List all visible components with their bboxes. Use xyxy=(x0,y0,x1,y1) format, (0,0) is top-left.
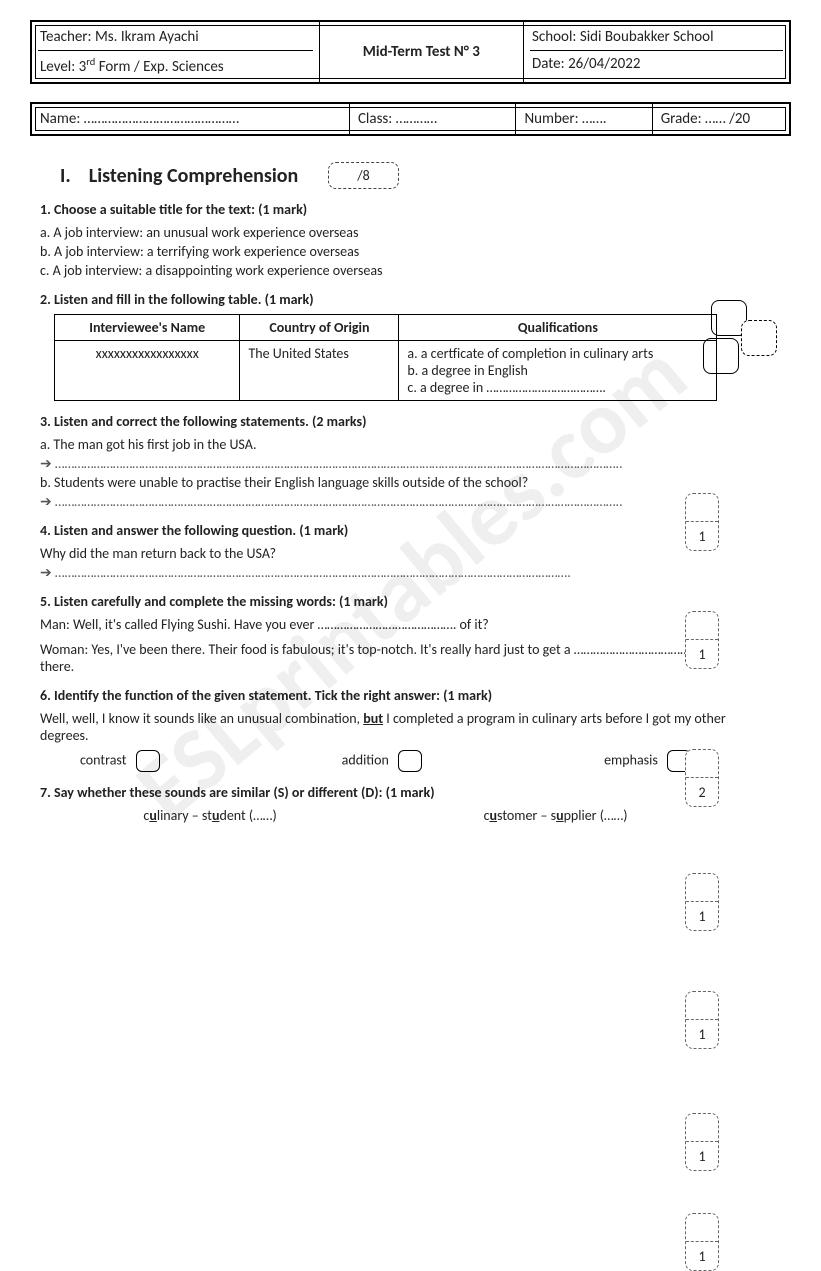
q4-score: 1 xyxy=(686,902,718,930)
q7-pair1[interactable]: culinary – student (……) xyxy=(143,807,276,824)
school-label: School: xyxy=(532,28,576,46)
date-label: Date: xyxy=(532,55,565,73)
q6-text: Well, well, I know it sounds like an unu… xyxy=(40,710,731,744)
q7-p1u1: u xyxy=(149,807,157,824)
q6-score-empty xyxy=(686,1114,718,1142)
q5-score: 1 xyxy=(686,1020,718,1048)
q7-score: 1 xyxy=(686,1242,718,1270)
q7-pair2[interactable]: customer – supplier (……) xyxy=(484,807,628,824)
q6-but: but xyxy=(363,710,383,727)
q1-opt-a: a. A job interview: an unusual work expe… xyxy=(40,224,731,241)
level-label: Level: xyxy=(40,58,75,76)
q3-b-line[interactable]: …………………………………………………………………………………………………………… xyxy=(40,493,731,510)
level-value: 3rd Form / Exp. Sciences xyxy=(79,58,224,76)
q5-man[interactable]: Man: Well, it's called Flying Sushi. Hav… xyxy=(40,616,731,633)
q1-opt-b: b. A job interview: a terrifying work ex… xyxy=(40,243,731,260)
q3-score: 2 xyxy=(686,778,718,806)
q1-score: 1 xyxy=(686,522,718,550)
q2-col1: Interviewee's Name xyxy=(55,315,240,341)
section-heading: I. Listening Comprehension /8 xyxy=(60,162,791,189)
q7-score-empty xyxy=(686,1214,718,1242)
q7-p2c: pplier (……) xyxy=(564,807,628,824)
q7-p2u1: u xyxy=(489,807,497,824)
level-row: Level: 3rd Form / Exp. Sciences xyxy=(38,51,313,80)
q6-score: 1 xyxy=(686,1142,718,1170)
q7-prompt: 7. Say whether these sounds are similar … xyxy=(40,784,731,801)
q4-score-empty xyxy=(686,874,718,902)
q4-prompt: 4. Listen and answer the following quest… xyxy=(40,522,731,539)
q2-col2: Country of Origin xyxy=(240,315,399,341)
q2-name-cell: xxxxxxxxxxxxxxxxx xyxy=(55,341,240,401)
teacher-row: Teacher: Ms. Ikram Ayachi xyxy=(38,24,313,51)
q7-p2b: stomer – s xyxy=(497,807,556,824)
q3-b: b. Students were unable to practise thei… xyxy=(40,474,731,491)
section-title: Listening Comprehension xyxy=(89,164,298,188)
class-field[interactable]: Class: ………… xyxy=(350,104,517,134)
school-row: School: Sidi Boubakker School xyxy=(530,24,783,51)
q3-a-line[interactable]: …………………………………………………………………………………………………………… xyxy=(40,455,731,472)
q2-qual-b: b. a degree in English xyxy=(407,362,708,379)
header-box: Teacher: Ms. Ikram Ayachi Level: 3rd For… xyxy=(30,20,791,84)
teacher-label: Teacher: xyxy=(40,28,92,46)
teacher-name: Ms. Ikram Ayachi xyxy=(95,28,199,46)
school-name: Sidi Boubakker School xyxy=(580,28,714,46)
q6-tick-addition[interactable] xyxy=(398,750,422,772)
q1-score-empty xyxy=(686,494,718,522)
number-field[interactable]: Number: ……. xyxy=(516,104,652,134)
q2-col3: Qualifications xyxy=(399,315,717,341)
q2-score-empty xyxy=(686,612,718,640)
test-title: Mid-Term Test N° 3 xyxy=(320,22,524,82)
name-field[interactable]: Name: ……………………………………… xyxy=(32,104,350,134)
q3-score-empty xyxy=(686,750,718,778)
q5-prompt: 5. Listen carefully and complete the mis… xyxy=(40,593,731,610)
q2-qual-cell: a. a certficate of completion in culinar… xyxy=(399,341,717,401)
q6-prompt: 6. Identify the function of the given st… xyxy=(40,687,731,704)
q2-table: Interviewee's Name Country of Origin Qua… xyxy=(54,314,717,401)
student-info-bar: Name: ……………………………………… Class: ………… Number… xyxy=(30,102,791,136)
q2-score: 1 xyxy=(686,640,718,668)
q7-p1c: dent (……) xyxy=(219,807,276,824)
section-number: I. xyxy=(60,164,71,188)
date-value: 26/04/2022 xyxy=(568,55,640,73)
section-score-box: /8 xyxy=(328,162,399,189)
grade-field[interactable]: Grade: …… /20 xyxy=(653,104,789,134)
q4-line[interactable]: …………………………………………………………………………………………………………… xyxy=(40,564,731,581)
q7-p1b: linary – st xyxy=(157,807,212,824)
q5-score-empty xyxy=(686,992,718,1020)
date-row: Date: 26/04/2022 xyxy=(530,51,783,77)
q2-qual-c[interactable]: c. a degree in ………………………………. xyxy=(407,379,708,396)
q3-prompt: 3. Listen and correct the following stat… xyxy=(40,413,731,430)
q6-opt-addition: addition xyxy=(342,751,389,768)
q2-qual-a: a. a certficate of completion in culinar… xyxy=(407,345,708,362)
q7-p2u2: u xyxy=(556,807,564,824)
q6-opt-contrast: contrast xyxy=(80,751,126,768)
q6-text-a: Well, well, I know it sounds like an unu… xyxy=(40,710,363,727)
q5-woman[interactable]: Woman: Yes, I've been there. Their food … xyxy=(40,641,731,675)
q1-prompt: 1. Choose a suitable title for the text:… xyxy=(40,201,731,218)
q2-prompt: 2. Listen and fill in the following tabl… xyxy=(40,291,731,308)
q2-country-cell: The United States xyxy=(240,341,399,401)
q6-options-row: contrast addition emphasis xyxy=(80,750,691,772)
q3-a: a. The man got his first job in the USA. xyxy=(40,436,731,453)
q6-opt-emphasis: emphasis xyxy=(604,751,658,768)
q6-tick-contrast[interactable] xyxy=(136,750,160,772)
q1-opt-c: c. A job interview: a disappointing work… xyxy=(40,262,731,279)
q4-text: Why did the man return back to the USA? xyxy=(40,545,731,562)
